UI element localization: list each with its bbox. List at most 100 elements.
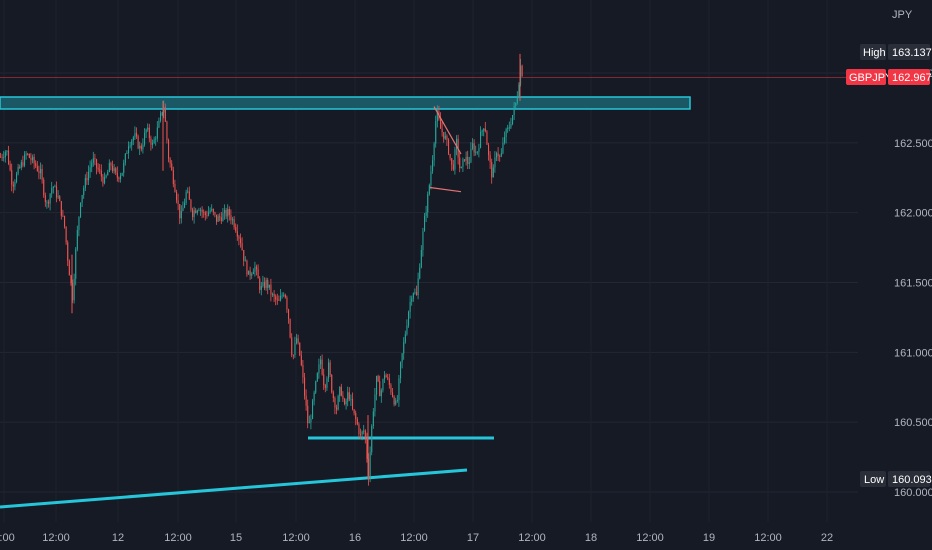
candle-body: [184, 202, 186, 208]
candle-body: [56, 186, 58, 198]
candle-body: [251, 274, 253, 276]
candle-body: [182, 207, 184, 212]
candle-body: [280, 295, 282, 301]
candle-body: [268, 284, 270, 288]
candle-body: [384, 375, 386, 380]
candle-body: [488, 144, 490, 156]
candle-body: [470, 148, 472, 163]
candle-body: [177, 200, 179, 205]
candle-body: [190, 199, 192, 210]
candle-body: [452, 164, 454, 170]
candle-body: [46, 201, 48, 203]
candle-body: [16, 173, 18, 183]
candle-body: [256, 266, 258, 270]
candle-body: [110, 162, 112, 166]
candle-body: [283, 294, 285, 296]
candle-body: [486, 131, 488, 145]
candle-body: [30, 157, 32, 161]
candle-body: [75, 249, 77, 279]
candle-body: [97, 167, 99, 170]
candle-body: [232, 219, 234, 221]
candle-body: [3, 157, 5, 158]
candle-body: [492, 167, 494, 178]
candle-body: [275, 296, 277, 300]
last-price-value: 162.967: [892, 72, 932, 84]
y-tick-label: 160.000: [894, 487, 932, 499]
candle-body: [187, 191, 189, 193]
low-badge-label-bg: [860, 471, 886, 487]
candle-body: [345, 401, 347, 405]
candle-body: [430, 171, 432, 186]
candle-body: [468, 162, 470, 164]
candle-body: [315, 381, 317, 393]
candle-body: [467, 156, 469, 164]
candle-body: [22, 162, 24, 166]
candle-body: [278, 299, 280, 301]
x-tick-label: 12:00: [400, 532, 428, 544]
last-price-badge-bg: [888, 69, 930, 85]
candle-body: [446, 136, 448, 140]
pattern-line[interactable]: [429, 186, 462, 193]
candle-body: [331, 374, 333, 393]
candle-body: [236, 231, 238, 237]
candle-body: [200, 209, 202, 211]
candle-body: [272, 293, 274, 295]
ascending-trendline[interactable]: [0, 468, 468, 509]
candle-body: [235, 227, 237, 232]
candle-body: [169, 158, 171, 164]
candle-body: [40, 168, 42, 174]
candle-body: [220, 217, 222, 222]
candle-body: [68, 260, 70, 276]
x-tick-label: 12:00: [636, 532, 664, 544]
resistance-zone[interactable]: [0, 96, 691, 110]
candle-body: [131, 140, 133, 146]
candle-body: [465, 156, 467, 161]
time-axis[interactable]: 0:00 12:00 12 12:00 15 12:00 16 12:00 17 12:00 18 1…: [0, 532, 833, 544]
pattern-line[interactable]: [433, 106, 462, 155]
candle-body: [422, 231, 424, 250]
candle-body: [168, 140, 170, 159]
candle-body: [513, 106, 515, 116]
candle-body: [91, 162, 93, 168]
candle-body: [459, 157, 461, 169]
candle-body: [464, 159, 466, 161]
candle-body: [121, 172, 123, 176]
candle-body: [411, 298, 413, 302]
candle-body: [499, 156, 501, 157]
candle-body: [41, 168, 43, 180]
candle-body: [180, 211, 182, 219]
candle-body: [6, 150, 8, 153]
candle-body: [350, 398, 352, 400]
candle-body: [321, 359, 323, 375]
candle-body: [249, 270, 251, 276]
candle-body: [409, 301, 411, 312]
candle-body: [364, 430, 366, 438]
candle-body: [112, 165, 114, 172]
candle-body: [140, 145, 142, 150]
candle-body: [425, 212, 427, 216]
low-badge-label: Low: [864, 474, 884, 486]
candle-body: [428, 185, 430, 195]
candle-body: [270, 284, 272, 295]
candle-body: [296, 338, 298, 344]
candle-body: [83, 188, 85, 196]
high-badge-label-bg: [860, 44, 886, 60]
pattern-drawing[interactable]: [429, 106, 462, 193]
candle-body: [166, 121, 168, 141]
candle-body: [478, 147, 480, 152]
candle-body: [451, 158, 453, 165]
candle-body: [128, 146, 130, 153]
candle-body: [252, 271, 254, 275]
candle-body: [400, 362, 402, 379]
candle-body: [11, 170, 13, 185]
y-tick-label: 160.500: [894, 417, 932, 429]
candle-body: [398, 378, 400, 401]
candle-body: [420, 249, 422, 268]
candle-body: [99, 169, 101, 171]
candle-body: [339, 386, 341, 397]
candle-body: [267, 280, 269, 288]
candle-body: [132, 137, 134, 141]
candle-body: [228, 209, 230, 215]
